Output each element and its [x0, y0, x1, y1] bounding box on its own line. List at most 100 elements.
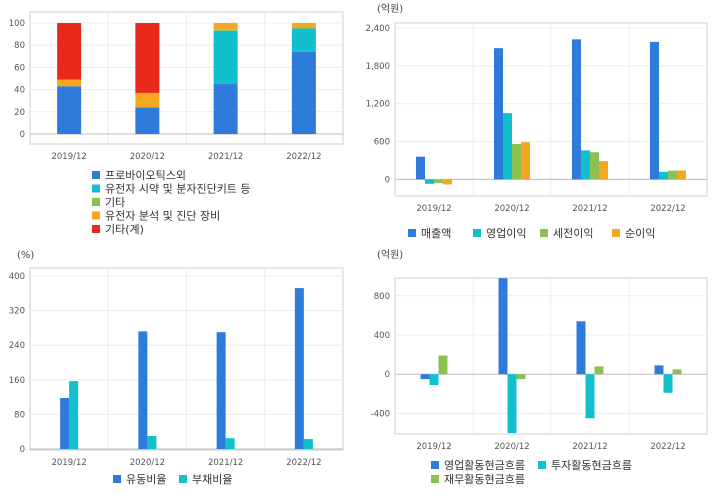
unit-label: (억원): [377, 249, 403, 261]
unit-label: (억원): [377, 3, 403, 15]
bar: [138, 331, 148, 449]
bar: [303, 439, 313, 449]
bar: [677, 170, 686, 180]
bar: [135, 107, 160, 134]
x-tick-label: 2020/12: [130, 152, 165, 162]
legend-swatch: [92, 184, 100, 193]
bar: [581, 150, 590, 180]
y-tick-label: 20: [14, 108, 25, 118]
y-tick-label: -400: [371, 409, 390, 419]
x-tick-label: 2019/12: [51, 458, 86, 468]
y-tick-label: 2,400: [366, 24, 390, 34]
y-tick-label: 80: [14, 41, 25, 51]
chart-1: 0 20 40 60 80 100 2019/12 2020/12 2021/12 2022/12…: [9, 11, 344, 236]
unit-label: (%): [17, 250, 34, 261]
legend-label: 세전이익: [553, 227, 593, 240]
legend-label: 순이익: [625, 227, 655, 240]
bar: [147, 436, 157, 449]
bar: [57, 86, 82, 134]
bar: [512, 144, 521, 180]
legend-swatch: [179, 475, 187, 483]
legend-swatch: [92, 225, 100, 233]
x-tick-label: 2019/12: [416, 442, 451, 452]
y-tick-label: 80: [14, 410, 25, 420]
bar: [507, 374, 517, 433]
y-tick-label: 0: [20, 445, 25, 455]
bar: [503, 113, 512, 180]
bar: [594, 366, 604, 375]
x-tick-label: 2022/12: [286, 152, 321, 162]
x-tick-label: 2019/12: [51, 152, 86, 162]
bar: [494, 48, 503, 180]
x-tick-label: 2021/12: [572, 442, 607, 452]
x-tick-label: 2021/12: [208, 152, 243, 162]
legend-swatch: [431, 461, 439, 469]
x-tick-label: 2021/12: [208, 458, 243, 468]
x-tick-label: 2020/12: [130, 458, 165, 468]
y-tick-label: 400: [374, 331, 390, 341]
legend-label: 유전자 분석 및 진단 장비: [105, 210, 220, 223]
bar: [213, 29, 238, 31]
chart-4: -400 0 400 800 2019/12 2020/12 2021/12 2022/12 (…: [371, 249, 708, 486]
legend: 매출액 영업이익 세전이익 순이익: [408, 227, 655, 240]
legend-swatch: [92, 198, 100, 206]
bar: [213, 30, 238, 85]
bar: [585, 374, 595, 419]
legend: 유동비율 부채비율: [113, 473, 232, 486]
legend-swatch: [540, 229, 548, 237]
bar: [135, 92, 160, 108]
bar: [434, 179, 443, 184]
legend-swatch: [92, 171, 100, 179]
bar: [663, 374, 673, 393]
legend-label: 프로바이오틱스외: [105, 169, 186, 182]
bar: [57, 79, 82, 87]
chart-2: 0 600 1,200 1,800 2,400 2019/12 2020/12 2021/12…: [366, 3, 708, 240]
y-tick-label: 800: [374, 292, 390, 302]
bar: [291, 51, 316, 134]
x-tick-label: 2022/12: [650, 442, 685, 452]
bar: [438, 355, 448, 375]
y-tick-label: 0: [20, 130, 25, 140]
bar: [521, 142, 530, 180]
bar: [672, 369, 682, 375]
y-tick-label: 160: [9, 376, 25, 386]
y-tick-label: 100: [9, 19, 25, 29]
x-tick-label: 2020/12: [494, 442, 529, 452]
legend-label: 재무활동현금흐름: [444, 472, 525, 486]
bar: [69, 381, 79, 449]
y-tick-label: 1,200: [366, 100, 390, 110]
legend-label: 매출액: [421, 227, 451, 240]
legend-label: 유동비율: [126, 473, 166, 486]
bar: [516, 374, 526, 380]
legend-swatch: [113, 475, 121, 483]
bar: [498, 278, 508, 375]
y-tick-label: 600: [374, 138, 390, 148]
legend-swatch: [408, 229, 416, 237]
y-tick-label: 1,800: [366, 62, 390, 72]
bar: [420, 374, 430, 380]
y-tick-label: 0: [385, 175, 390, 185]
bar: [225, 438, 235, 449]
legend-swatch: [431, 475, 439, 483]
bar: [291, 27, 316, 29]
legend-label: 부채비율: [192, 473, 232, 486]
bar: [291, 23, 316, 28]
bar: [60, 397, 70, 449]
bar: [213, 23, 238, 30]
bar: [429, 374, 439, 385]
x-tick-label: 2022/12: [650, 204, 685, 214]
y-tick-label: 40: [14, 86, 25, 96]
legend-swatch: [473, 229, 481, 237]
legend-label: 영업활동현금흐름: [444, 458, 525, 472]
bar: [650, 41, 659, 180]
legend-label: 기타: [105, 196, 125, 209]
bar: [443, 179, 452, 185]
bar: [576, 321, 586, 375]
bar: [294, 288, 304, 449]
chart-3: 0 80 160 240 320 400 2019/12 2020/12 2021/12 2022…: [9, 250, 344, 486]
bar: [572, 39, 581, 180]
bar: [668, 170, 677, 180]
legend-label: 투자활동현금흐름: [551, 458, 632, 472]
